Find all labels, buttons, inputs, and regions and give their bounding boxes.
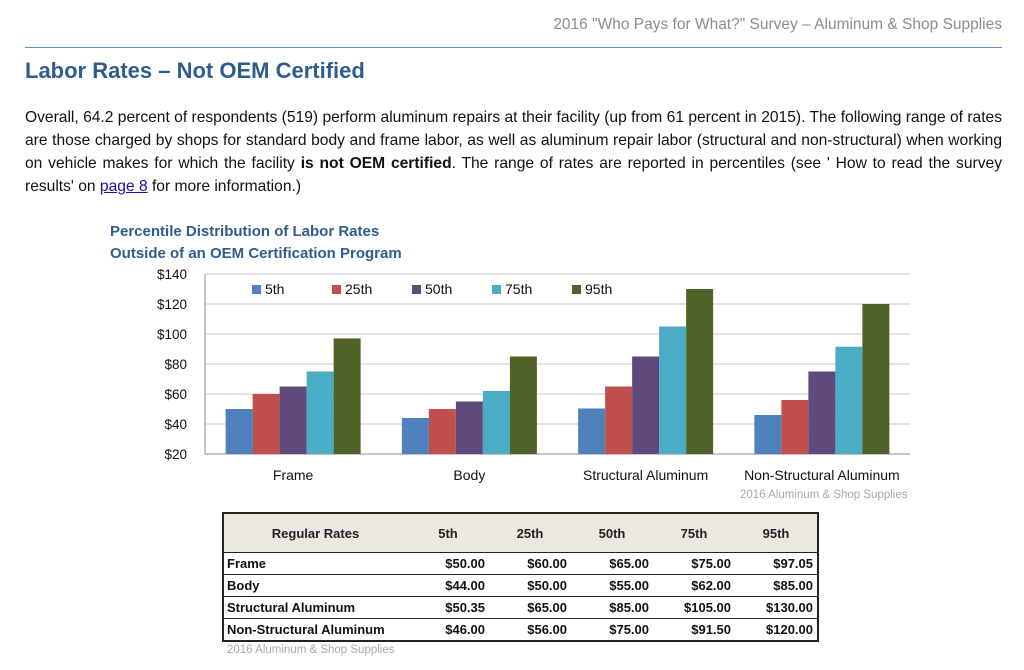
y-tick-label: $100 bbox=[157, 327, 187, 342]
x-tick-label: Frame bbox=[273, 467, 314, 483]
table-cell: $105.00 bbox=[653, 596, 735, 619]
header-divider bbox=[25, 47, 1002, 48]
table-cell: $46.00 bbox=[407, 618, 489, 642]
y-tick-label: $40 bbox=[164, 417, 187, 432]
table-cell: Structural Aluminum bbox=[223, 596, 407, 619]
page-title: Labor Rates – Not OEM Certified bbox=[25, 58, 365, 83]
bar-75th-non-structural-aluminum bbox=[835, 346, 863, 454]
legend-swatch-95th bbox=[572, 285, 581, 294]
table-cell: Body bbox=[223, 574, 407, 597]
table-cell: $130.00 bbox=[735, 596, 818, 619]
table-cell: $65.00 bbox=[489, 596, 571, 619]
y-tick-label: $120 bbox=[157, 297, 187, 312]
x-tick-label: Body bbox=[453, 467, 485, 483]
bar-75th-frame bbox=[306, 371, 334, 454]
bar-25th-structural-aluminum bbox=[605, 386, 633, 454]
legend-swatch-25th bbox=[332, 285, 341, 294]
legend-swatch-50th bbox=[412, 285, 421, 294]
bar-5th-non-structural-aluminum bbox=[754, 415, 782, 454]
bar-75th-structural-aluminum bbox=[659, 326, 687, 454]
table-header-cell: Regular Rates bbox=[223, 513, 407, 553]
table-cell: $91.50 bbox=[653, 618, 735, 642]
table-header-cell: 25th bbox=[489, 513, 571, 553]
bar-25th-non-structural-aluminum bbox=[781, 400, 809, 454]
bar-25th-frame bbox=[252, 394, 280, 454]
bar-50th-structural-aluminum bbox=[632, 356, 660, 454]
bar-50th-frame bbox=[279, 386, 307, 454]
intro-text-2: . The range of rates are reported in per… bbox=[25, 155, 1002, 195]
bar-5th-frame bbox=[225, 409, 253, 454]
table-cell: $65.00 bbox=[571, 552, 653, 575]
page-header: 2016 "Who Pays for What?" Survey – Alumi… bbox=[553, 16, 1002, 33]
bar-5th-structural-aluminum bbox=[578, 408, 606, 454]
legend-swatch-75th bbox=[492, 285, 501, 294]
table-cell: $50.00 bbox=[407, 552, 489, 575]
y-tick-label: $140 bbox=[157, 267, 187, 282]
table-cell: $85.00 bbox=[571, 596, 653, 619]
bar-75th-body bbox=[482, 391, 510, 454]
table-row: Structural Aluminum $50.35 $65.00 $85.00… bbox=[223, 596, 818, 619]
x-tick-label: Structural Aluminum bbox=[583, 467, 708, 483]
table-cell: $75.00 bbox=[653, 552, 735, 575]
intro-paragraph: Overall, 64.2 percent of respondents (51… bbox=[25, 106, 1002, 198]
bar-50th-body bbox=[455, 401, 483, 454]
y-tick-label: $20 bbox=[164, 447, 187, 462]
table-cell: $55.00 bbox=[571, 574, 653, 597]
bar-95th-structural-aluminum bbox=[686, 289, 714, 454]
table-cell: $50.35 bbox=[407, 596, 489, 619]
table-cell: $85.00 bbox=[735, 574, 818, 597]
bar-50th-non-structural-aluminum bbox=[808, 371, 836, 454]
table-row: Frame $50.00 $60.00 $65.00 $75.00 $97.05 bbox=[223, 552, 818, 575]
table-cell: $44.00 bbox=[407, 574, 489, 597]
chart-title: Percentile Distribution of Labor Rates bbox=[110, 223, 380, 240]
table-cell: $56.00 bbox=[489, 618, 571, 642]
table-header-cell: 5th bbox=[407, 513, 489, 553]
table-header-cell: 95th bbox=[735, 513, 818, 553]
bar-95th-non-structural-aluminum bbox=[862, 304, 890, 454]
legend-label-5th: 5th bbox=[265, 281, 284, 297]
table-header-cell: 75th bbox=[653, 513, 735, 553]
table-header-cell: 50th bbox=[571, 513, 653, 553]
table-cell: $50.00 bbox=[489, 574, 571, 597]
legend-label-25th: 25th bbox=[345, 281, 372, 297]
bar-5th-body bbox=[401, 418, 429, 454]
page-8-link[interactable]: page 8 bbox=[99, 178, 148, 195]
intro-text-1: Overall, 64.2 percent of respondents (51… bbox=[25, 109, 1002, 172]
table-cell: Non-Structural Aluminum bbox=[223, 618, 407, 642]
intro-bold-text: is not OEM certified bbox=[300, 155, 452, 172]
table-cell: $120.00 bbox=[735, 618, 818, 642]
table-source-note: 2016 Aluminum & Shop Supplies bbox=[227, 644, 395, 656]
chart-source-note: 2016 Aluminum & Shop Supplies bbox=[740, 489, 908, 501]
y-tick-label: $60 bbox=[164, 387, 187, 402]
x-tick-label: Non-Structural Aluminum bbox=[744, 467, 900, 483]
bar-25th-body bbox=[428, 409, 456, 454]
table-cell: $97.05 bbox=[735, 552, 818, 575]
y-tick-label: $80 bbox=[164, 357, 187, 372]
table-cell: Frame bbox=[223, 552, 407, 575]
bar-95th-frame bbox=[333, 338, 361, 454]
table-cell: $60.00 bbox=[489, 552, 571, 575]
chart-subtitle: Outside of an OEM Certification Program bbox=[110, 245, 402, 262]
table-row: Non-Structural Aluminum $46.00 $56.00 $7… bbox=[223, 618, 818, 642]
table-header-row: Regular Rates 5th 25th 50th 75th 95th bbox=[223, 513, 818, 553]
bar-95th-body bbox=[509, 356, 537, 454]
labor-rates-chart: $20 $40 $60 $80 $100 $120 $140 Frame Body Structu… bbox=[157, 267, 910, 483]
table-cell: $62.00 bbox=[653, 574, 735, 597]
legend-label-95th: 95th bbox=[585, 281, 612, 297]
intro-text-3: for more information.) bbox=[147, 178, 302, 195]
legend-swatch-5th bbox=[252, 285, 261, 294]
table-row: Body $44.00 $50.00 $55.00 $62.00 $85.00 bbox=[223, 574, 818, 597]
legend-label-50th: 50th bbox=[425, 281, 452, 297]
rates-table: Regular Rates 5th 25th 50th 75th 95th Fr… bbox=[222, 512, 819, 642]
legend-label-75th: 75th bbox=[505, 281, 532, 297]
table-cell: $75.00 bbox=[571, 618, 653, 642]
